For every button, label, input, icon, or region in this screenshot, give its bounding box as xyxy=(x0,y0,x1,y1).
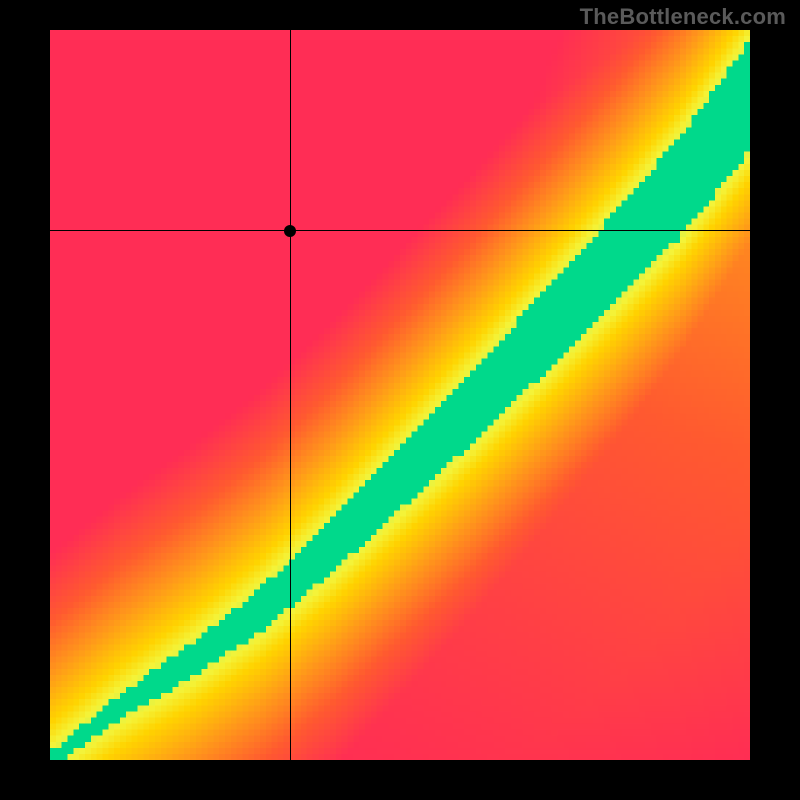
chart-frame: TheBottleneck.com xyxy=(0,0,800,800)
data-point-marker xyxy=(284,225,296,237)
crosshair-horizontal xyxy=(50,230,750,231)
heatmap-canvas xyxy=(50,30,750,760)
watermark-text: TheBottleneck.com xyxy=(580,4,786,30)
crosshair-vertical xyxy=(290,30,291,760)
heatmap-plot xyxy=(50,30,750,760)
